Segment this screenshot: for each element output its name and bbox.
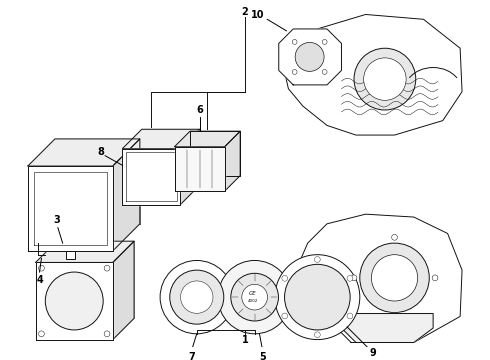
Circle shape — [39, 331, 44, 337]
Circle shape — [371, 255, 417, 301]
Polygon shape — [142, 129, 199, 185]
Circle shape — [364, 58, 406, 100]
Circle shape — [351, 275, 357, 281]
Text: 4002: 4002 — [247, 299, 258, 303]
Text: 4: 4 — [36, 275, 43, 285]
Circle shape — [295, 42, 324, 71]
Circle shape — [392, 234, 397, 240]
Polygon shape — [28, 139, 140, 166]
Polygon shape — [190, 131, 240, 176]
Text: 10: 10 — [251, 10, 264, 21]
Circle shape — [282, 275, 288, 281]
Polygon shape — [225, 131, 240, 191]
Text: 5: 5 — [259, 352, 266, 360]
Polygon shape — [36, 262, 113, 339]
Polygon shape — [180, 129, 199, 204]
Polygon shape — [279, 29, 342, 85]
Bar — [66, 251, 75, 258]
Polygon shape — [126, 152, 176, 201]
Polygon shape — [57, 241, 134, 318]
Polygon shape — [28, 166, 113, 251]
Circle shape — [322, 69, 327, 74]
Circle shape — [104, 265, 110, 271]
Circle shape — [218, 261, 292, 334]
Polygon shape — [36, 241, 134, 262]
Circle shape — [347, 313, 353, 319]
Circle shape — [170, 270, 224, 324]
Circle shape — [160, 261, 233, 334]
Circle shape — [275, 255, 360, 339]
Circle shape — [354, 48, 416, 110]
Circle shape — [231, 273, 278, 321]
Text: GE: GE — [249, 291, 257, 296]
Circle shape — [39, 265, 44, 271]
Polygon shape — [284, 14, 462, 135]
Polygon shape — [113, 139, 140, 251]
Circle shape — [180, 281, 213, 313]
Text: 8: 8 — [98, 147, 105, 157]
Text: 1: 1 — [242, 334, 248, 345]
Circle shape — [242, 284, 268, 310]
Circle shape — [45, 272, 103, 330]
Circle shape — [322, 40, 327, 44]
Polygon shape — [122, 149, 180, 204]
Text: 3: 3 — [53, 215, 60, 225]
Circle shape — [282, 313, 288, 319]
Polygon shape — [34, 172, 107, 245]
Polygon shape — [122, 129, 199, 149]
Text: 2: 2 — [242, 6, 248, 17]
Circle shape — [432, 275, 438, 281]
Circle shape — [315, 332, 320, 338]
Text: 9: 9 — [370, 348, 377, 358]
Text: 7: 7 — [189, 352, 196, 360]
Polygon shape — [342, 314, 433, 342]
Polygon shape — [174, 147, 225, 191]
Circle shape — [347, 275, 353, 281]
Circle shape — [292, 69, 297, 74]
Polygon shape — [298, 214, 462, 342]
Circle shape — [285, 264, 350, 330]
Text: 6: 6 — [196, 105, 203, 115]
Circle shape — [360, 243, 429, 312]
Polygon shape — [113, 241, 134, 339]
Circle shape — [315, 257, 320, 262]
Circle shape — [104, 331, 110, 337]
Polygon shape — [55, 139, 140, 224]
Circle shape — [292, 40, 297, 44]
Polygon shape — [174, 131, 240, 147]
